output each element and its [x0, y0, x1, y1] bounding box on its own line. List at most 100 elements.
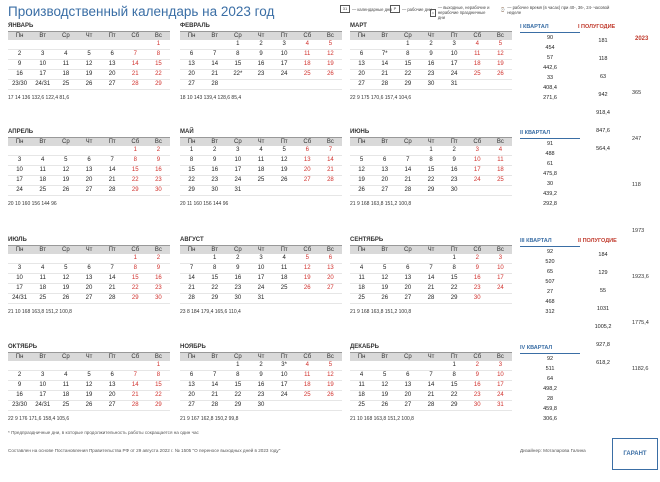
day-cell: 2	[146, 146, 170, 156]
weekday-header: Пн	[350, 353, 374, 361]
off-days-icon: ☼	[430, 8, 436, 17]
month-summary: 21 9 167 162,8 150,2 99,8	[180, 416, 239, 422]
weekday-header: Вс	[488, 246, 512, 254]
day-cell: 3	[488, 361, 512, 371]
day-cell: 7	[396, 156, 420, 166]
day-cell: 30	[249, 401, 273, 411]
day-cell: 11	[295, 50, 319, 60]
day-cell: 31	[488, 401, 512, 411]
weekday-header: Чт	[419, 32, 443, 40]
day-cell: 26	[77, 401, 101, 411]
quarter-value: 507	[545, 279, 555, 285]
day-cell	[123, 40, 147, 50]
weekday-header: Вт	[203, 353, 227, 361]
quarter-value: 511	[545, 366, 555, 372]
day-cell: 29	[146, 401, 170, 411]
day-cell: 28	[396, 186, 420, 196]
weekday-header: Чт	[77, 353, 101, 361]
half-year-0: I ПОЛУГОДИЕ 181 118 63 942 918,4 847,6 564,4	[578, 22, 628, 158]
month-5: ИЮНЬ Пн Вт Ср Чт Пт Сб Вс 1 2 3 4 5 6 7 8 9 10 11 12 13 14 15 1…	[350, 128, 512, 210]
day-cell: 18	[350, 391, 374, 401]
half-year-value: 918,4	[596, 110, 610, 116]
day-cell: 26	[350, 186, 374, 196]
day-cell: 12	[54, 166, 78, 176]
quarter-value: 454	[545, 45, 555, 51]
day-cell: 18	[295, 60, 319, 70]
quarter-value: 271,6	[543, 95, 557, 101]
day-cell: 11	[350, 381, 374, 391]
day-cell: 18	[54, 391, 78, 401]
month-7: АВГУСТ Пн Вт Ср Чт Пт Сб Вс 1 2 3 4 5 6 7 8 9 10 11 12 13 14 1…	[180, 236, 342, 318]
day-cell: 1	[123, 146, 147, 156]
weekday-header: Пт	[100, 138, 124, 146]
day-cell: 12	[272, 156, 296, 166]
day-cell: 19	[373, 284, 397, 294]
quarter-value: 33	[546, 75, 554, 81]
day-cell: 30	[146, 186, 170, 196]
month-name: СЕНТЯБРЬ	[350, 236, 512, 246]
day-cell: 1	[203, 254, 227, 264]
day-cell: 12	[77, 381, 101, 391]
day-cell: 19	[54, 176, 78, 186]
month-grid: Пн Вт Ср Чт Пт Сб Вс 1 2 3 4 5 6 7 8 9 10 11 12 13 14 15 16 17 1…	[180, 32, 342, 90]
day-cell	[180, 254, 204, 264]
day-cell: 13	[350, 60, 374, 70]
day-cell: 1	[146, 40, 170, 50]
day-cell	[295, 80, 319, 90]
day-cell: 27	[100, 80, 124, 90]
day-cell: 3	[8, 156, 32, 166]
day-cell: 5	[318, 361, 342, 371]
day-cell: 6	[100, 50, 124, 60]
day-cell: 17	[488, 274, 512, 284]
day-cell: 26	[54, 294, 78, 304]
day-cell: 31	[249, 294, 273, 304]
weekday-header: Сб	[295, 246, 319, 254]
day-cell: 14	[318, 156, 342, 166]
day-cell	[100, 361, 124, 371]
day-cell: 22	[442, 284, 466, 294]
weekday-header: Пт	[100, 246, 124, 254]
quarter-value: 64	[546, 376, 554, 382]
day-cell: 6	[100, 371, 124, 381]
day-cell: 17	[465, 166, 489, 176]
month-grid: Пн Вт Ср Чт Пт Сб Вс 1 2 3 4 5 6 7 8 9 10 11 12 13 14 15 16 17 1…	[8, 246, 170, 304]
day-cell: 17	[249, 274, 273, 284]
year-value: 1923,6	[632, 274, 649, 280]
day-cell: 23	[146, 176, 170, 186]
day-cell: 30	[442, 186, 466, 196]
day-cell: 29	[123, 294, 147, 304]
day-cell: 11	[31, 166, 55, 176]
weekday-header: Вс	[146, 353, 170, 361]
weekday-header: Чт	[77, 138, 101, 146]
day-cell: 10	[272, 371, 296, 381]
day-cell: 20	[77, 176, 101, 186]
day-cell	[31, 254, 55, 264]
half-year-value: 129	[598, 270, 608, 276]
day-cell: 8	[226, 50, 250, 60]
day-cell	[8, 254, 32, 264]
quarter-2: III КВАРТАЛ 92 520 65 507 27 468 312	[520, 236, 580, 317]
year-label: 2023	[635, 36, 649, 42]
weekday-header: Вт	[31, 138, 55, 146]
day-cell: 2	[203, 146, 227, 156]
day-cell: 15	[123, 166, 147, 176]
half-year-value: 181	[598, 38, 608, 44]
quarter-value: 306,6	[543, 416, 557, 422]
day-cell: 24/31	[31, 80, 55, 90]
day-cell: 14	[123, 60, 147, 70]
weekday-header: Вс	[318, 32, 342, 40]
quarter-value: 520	[545, 259, 555, 265]
day-cell: 5	[373, 264, 397, 274]
day-cell: 21	[123, 70, 147, 80]
day-cell: 22	[442, 391, 466, 401]
weekday-header: Ср	[54, 353, 78, 361]
quarter-value: 92	[546, 249, 554, 255]
day-cell: 6	[295, 146, 319, 156]
day-cell: 17	[226, 166, 250, 176]
day-cell: 7*	[373, 50, 397, 60]
day-cell: 2	[226, 254, 250, 264]
day-cell: 8	[442, 264, 466, 274]
day-cell: 6	[180, 371, 204, 381]
day-cell: 20	[77, 284, 101, 294]
day-cell: 23	[419, 70, 443, 80]
